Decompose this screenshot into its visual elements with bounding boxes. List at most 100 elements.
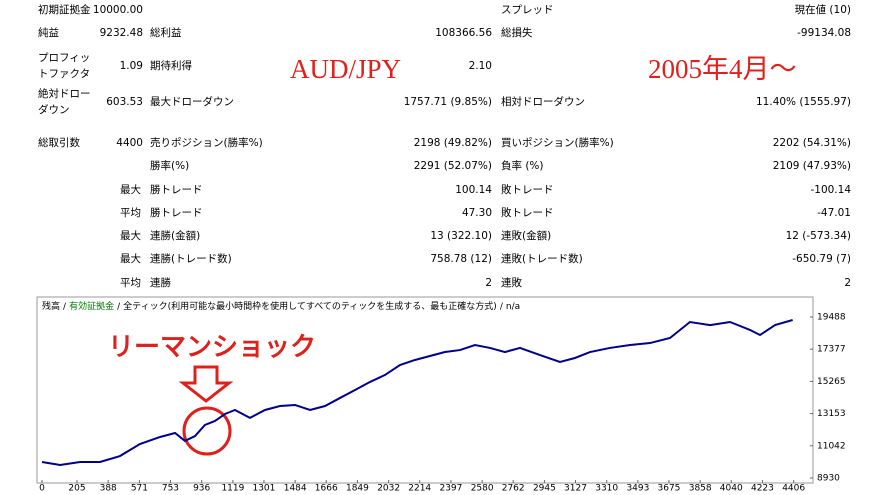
x-tick-label: 4406 bbox=[782, 484, 805, 494]
y-tick-label: 15265 bbox=[817, 377, 846, 387]
stat-label: 絶対ドロー ダウン bbox=[38, 88, 91, 116]
stat-value: 2291 (52.07%) bbox=[413, 160, 492, 172]
stat-label: 連勝 bbox=[150, 277, 171, 289]
x-tick-label: 1666 bbox=[315, 484, 338, 494]
stat-value: 2 bbox=[844, 277, 851, 289]
stat-label: 平均 bbox=[120, 207, 141, 219]
x-tick-label: 4040 bbox=[720, 484, 743, 494]
legend-entry: n/a bbox=[506, 302, 520, 312]
stat-value: 10000.00 bbox=[92, 4, 143, 16]
stat-value: 1.09 bbox=[119, 60, 143, 72]
separator: / bbox=[63, 302, 67, 312]
stat-label: 平均 bbox=[120, 277, 141, 289]
stat-label: 買いポジション(勝率%) bbox=[501, 137, 614, 149]
stat-label: 連敗(トレード数) bbox=[501, 253, 583, 265]
chart-frame bbox=[36, 296, 814, 484]
stat-value: -650.79 (7) bbox=[792, 253, 851, 265]
legend-entry: 全ティック(利用可能な最小時間枠を使用してすべてのティックを生成する、最も正確な… bbox=[123, 300, 497, 312]
arrow bbox=[178, 365, 234, 403]
x-tick-label: 936 bbox=[193, 484, 210, 494]
x-tick-label: 3127 bbox=[564, 484, 587, 494]
x-tick-label: 3493 bbox=[626, 484, 649, 494]
stat-value: 603.53 bbox=[106, 96, 143, 108]
stat-value: 13 (322.10) bbox=[430, 230, 492, 242]
stat-label: 連敗 bbox=[501, 277, 522, 289]
y-tick-label: 19488 bbox=[817, 313, 846, 323]
stat-value: 100.14 bbox=[455, 184, 492, 196]
highlight-circle bbox=[182, 406, 232, 456]
chart-header: 残高 / 有効証拠金 / 全ティック(利用可能な最小時間枠を使用してすべてのティックを生… bbox=[42, 300, 520, 312]
stat-value: -100.14 bbox=[810, 184, 851, 196]
stat-label: プロフィッ トファクタ bbox=[38, 52, 91, 80]
legend-entry: 残高 bbox=[42, 300, 60, 312]
x-tick-label: 3675 bbox=[658, 484, 681, 494]
stat-label: 勝トレード bbox=[150, 207, 203, 219]
x-tick-label: 1484 bbox=[284, 484, 307, 494]
stat-label: 初期証拠金 bbox=[38, 4, 91, 16]
x-tick-label: 1849 bbox=[346, 484, 369, 494]
period-label: 2005年4月～ bbox=[648, 54, 797, 84]
x-tick-label: 2945 bbox=[533, 484, 556, 494]
stat-label: 総利益 bbox=[150, 27, 182, 39]
stat-value: 2202 (54.31%) bbox=[772, 137, 851, 149]
y-tick-label: 17377 bbox=[817, 345, 846, 355]
event-label: リーマンショック bbox=[108, 333, 316, 363]
x-tick-label: 2214 bbox=[408, 484, 431, 494]
stat-label: 勝トレード bbox=[150, 184, 203, 196]
stat-value: 12 (-573.34) bbox=[785, 230, 851, 242]
stat-value: 758.78 (12) bbox=[430, 253, 492, 265]
x-tick-label: 1119 bbox=[221, 484, 244, 494]
stat-label: 売りポジション(勝率%) bbox=[150, 137, 263, 149]
x-tick-label: 2580 bbox=[471, 484, 494, 494]
pair-label: AUD/JPY bbox=[290, 54, 401, 84]
x-tick-label: 1301 bbox=[252, 484, 275, 494]
y-tick-label: 13153 bbox=[817, 409, 846, 419]
x-tick-label: 388 bbox=[100, 484, 117, 494]
stat-label: 連勝(金額) bbox=[150, 230, 201, 242]
stat-label: 純益 bbox=[38, 27, 59, 39]
stat-label: 期待利得 bbox=[150, 60, 192, 72]
stat-label: 相対ドローダウン bbox=[501, 96, 585, 108]
stat-value: 2.10 bbox=[468, 60, 492, 72]
stat-value: 47.30 bbox=[461, 207, 492, 219]
stat-value: 9232.48 bbox=[99, 27, 143, 39]
y-tick-label: 8930 bbox=[817, 474, 840, 484]
separator: / bbox=[117, 302, 121, 312]
stat-value: 2109 (47.93%) bbox=[772, 160, 851, 172]
stat-label: 最大 bbox=[120, 230, 141, 242]
x-tick-label: 3858 bbox=[689, 484, 712, 494]
stat-label: 勝率(%) bbox=[150, 160, 190, 172]
separator: / bbox=[500, 302, 504, 312]
legend-entry: 有効証拠金 bbox=[69, 300, 114, 312]
stat-label: 連敗(金額) bbox=[501, 230, 552, 242]
x-tick-label: 0 bbox=[39, 484, 45, 494]
stat-label: 最大ドローダウン bbox=[150, 96, 234, 108]
y-tick-label: 11042 bbox=[817, 441, 846, 451]
stat-value: 2 bbox=[485, 277, 492, 289]
stat-value: 108366.56 bbox=[435, 27, 492, 39]
stat-value: 1757.71 (9.85%) bbox=[403, 96, 492, 108]
stat-value: 2198 (49.82%) bbox=[413, 137, 492, 149]
balance-line bbox=[41, 319, 793, 467]
x-tick-label: 2397 bbox=[439, 484, 462, 494]
x-tick-label: 753 bbox=[162, 484, 179, 494]
stat-label: 総取引数 bbox=[38, 137, 80, 149]
stat-value: 現在値 (10) bbox=[794, 4, 851, 16]
x-tick-label: 2032 bbox=[377, 484, 400, 494]
stat-label: 敗トレード bbox=[501, 184, 554, 196]
stat-value: -47.01 bbox=[817, 207, 851, 219]
stat-value: 4400 bbox=[116, 137, 143, 149]
stat-value: 11.40% (1555.97) bbox=[756, 96, 851, 108]
x-tick-label: 571 bbox=[131, 484, 148, 494]
stat-label: 総損失 bbox=[501, 27, 533, 39]
x-tick-label: 4223 bbox=[751, 484, 774, 494]
stat-label: 連勝(トレード数) bbox=[150, 253, 232, 265]
x-tick-label: 2762 bbox=[502, 484, 525, 494]
stat-label: 負率 (%) bbox=[501, 160, 544, 172]
stat-label: 敗トレード bbox=[501, 207, 554, 219]
stat-value: -99134.08 bbox=[797, 27, 851, 39]
stat-label: 最大 bbox=[120, 184, 141, 196]
stat-label: スプレッド bbox=[501, 4, 554, 16]
